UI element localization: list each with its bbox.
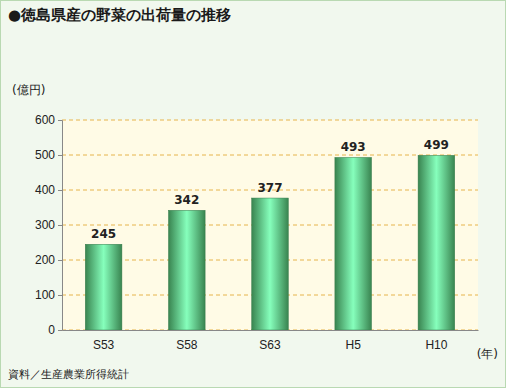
y-tick-mark bbox=[58, 225, 62, 226]
y-tick-label: 300 bbox=[35, 218, 55, 232]
data-label: 493 bbox=[341, 140, 366, 154]
y-tick-label: 200 bbox=[35, 253, 55, 267]
x-tick-label: H10 bbox=[425, 338, 447, 352]
x-axis-line bbox=[63, 330, 479, 331]
bar bbox=[252, 198, 289, 330]
grid-line bbox=[62, 155, 478, 156]
title: ●徳島県産の野菜の出荷量の推移 bbox=[8, 6, 231, 24]
y-tick-label: 400 bbox=[35, 183, 55, 197]
x-tick-label: H5 bbox=[346, 338, 362, 352]
bar bbox=[85, 244, 122, 330]
bars bbox=[85, 155, 454, 330]
bar bbox=[168, 210, 205, 330]
y-tick: 400 bbox=[35, 183, 62, 197]
data-label: 377 bbox=[257, 181, 282, 195]
x-tick: H10 bbox=[425, 330, 447, 352]
x-tick-label: S58 bbox=[176, 338, 198, 352]
x-tick: S63 bbox=[259, 330, 281, 352]
y-tick-label: 100 bbox=[35, 288, 55, 302]
source-note: 資料／生産農業所得統計 bbox=[8, 368, 129, 381]
bar bbox=[335, 157, 372, 330]
y-tick-mark bbox=[58, 155, 62, 156]
y-tick: 0 bbox=[48, 323, 62, 337]
plot: 0 100 200 300 400 500 600 S53 S58 S63 H5 H10 245 342 3… bbox=[35, 113, 479, 351]
y-tick-mark bbox=[58, 295, 62, 296]
x-tick-label: S53 bbox=[93, 338, 115, 352]
y-axis: 0 100 200 300 400 500 600 bbox=[35, 113, 63, 337]
y-tick: 200 bbox=[35, 253, 62, 267]
chart-root: 0 100 200 300 400 500 600 S53 S58 S63 H5 H10 245 342 3… bbox=[0, 0, 506, 388]
plot-background bbox=[62, 120, 478, 330]
x-tick-label: S63 bbox=[259, 338, 281, 352]
data-label: 342 bbox=[174, 193, 199, 207]
y-tick: 600 bbox=[35, 113, 62, 127]
y-tick-mark bbox=[58, 330, 62, 331]
data-labels: 245 342 377 493 499 bbox=[91, 138, 449, 241]
y-tick: 100 bbox=[35, 288, 62, 302]
x-axis: S53 S58 S63 H5 H10 bbox=[63, 330, 479, 352]
grid bbox=[62, 120, 478, 330]
data-label: 499 bbox=[424, 138, 449, 152]
y-tick-label: 0 bbox=[48, 323, 55, 337]
data-label: 245 bbox=[91, 227, 116, 241]
y-axis-title: (億円) bbox=[12, 83, 45, 97]
x-tick: H5 bbox=[346, 330, 362, 352]
x-tick: S58 bbox=[176, 330, 198, 352]
y-tick-mark bbox=[58, 120, 62, 121]
y-axis-line bbox=[58, 121, 63, 331]
y-tick: 300 bbox=[35, 218, 62, 232]
y-tick-mark bbox=[58, 190, 62, 191]
bar bbox=[418, 155, 455, 330]
background bbox=[1, 1, 506, 388]
x-axis-title: (年) bbox=[477, 347, 498, 361]
y-tick: 500 bbox=[35, 148, 62, 162]
grid-line bbox=[62, 120, 478, 121]
x-tick: S53 bbox=[93, 330, 115, 352]
y-tick-label: 600 bbox=[35, 113, 55, 127]
y-tick-mark bbox=[58, 260, 62, 261]
y-tick-label: 500 bbox=[35, 148, 55, 162]
